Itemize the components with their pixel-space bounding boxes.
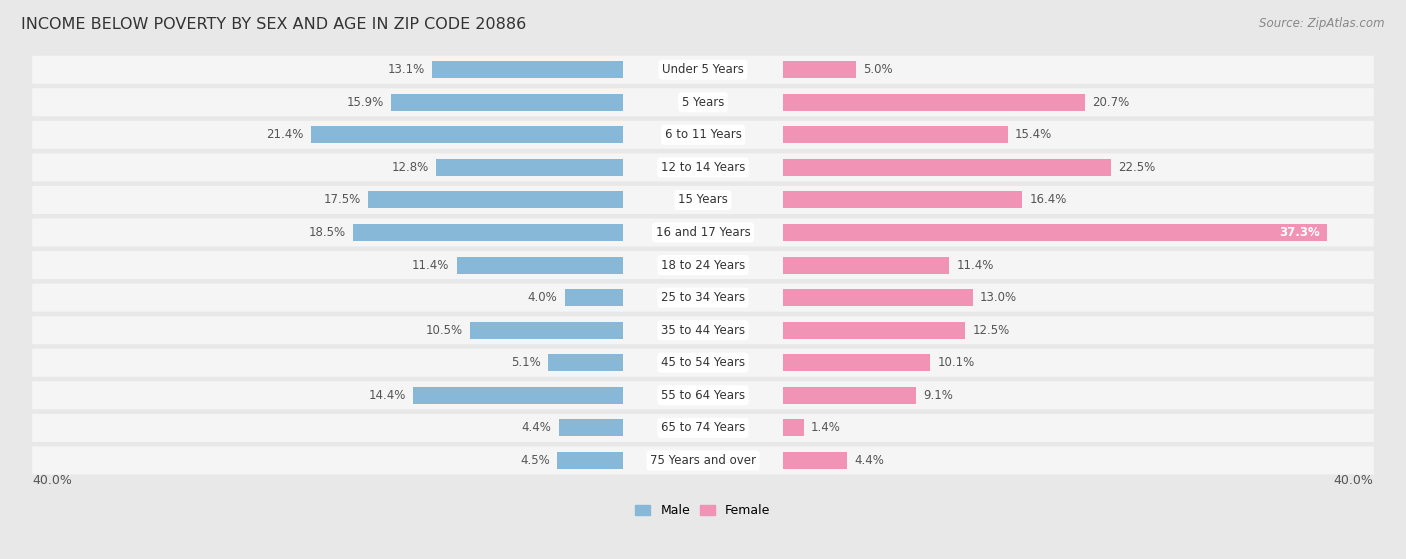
Text: 25 to 34 Years: 25 to 34 Years: [661, 291, 745, 304]
Bar: [783, 126, 1008, 143]
FancyBboxPatch shape: [32, 88, 1374, 116]
Text: 14.4%: 14.4%: [368, 389, 406, 402]
Text: 13.1%: 13.1%: [387, 63, 425, 76]
Text: 4.0%: 4.0%: [527, 291, 557, 304]
Text: 13.0%: 13.0%: [980, 291, 1017, 304]
Text: INCOME BELOW POVERTY BY SEX AND AGE IN ZIP CODE 20886: INCOME BELOW POVERTY BY SEX AND AGE IN Z…: [21, 17, 526, 32]
Text: 37.3%: 37.3%: [1279, 226, 1320, 239]
Text: 40.0%: 40.0%: [32, 474, 72, 487]
Text: 15 Years: 15 Years: [678, 193, 728, 206]
Text: 22.5%: 22.5%: [1118, 161, 1156, 174]
Text: Source: ZipAtlas.com: Source: ZipAtlas.com: [1260, 17, 1385, 30]
FancyBboxPatch shape: [32, 121, 1374, 149]
Text: 12 to 14 Years: 12 to 14 Years: [661, 161, 745, 174]
Bar: [557, 452, 623, 469]
Text: 5 Years: 5 Years: [682, 96, 724, 109]
FancyBboxPatch shape: [32, 251, 1374, 279]
Text: 5.1%: 5.1%: [512, 356, 541, 369]
Text: 18 to 24 Years: 18 to 24 Years: [661, 259, 745, 272]
FancyBboxPatch shape: [32, 447, 1374, 475]
Text: 10.1%: 10.1%: [938, 356, 974, 369]
FancyBboxPatch shape: [32, 414, 1374, 442]
Bar: [457, 257, 623, 273]
FancyBboxPatch shape: [32, 283, 1374, 311]
Text: 15.9%: 15.9%: [346, 96, 384, 109]
Text: 55 to 64 Years: 55 to 64 Years: [661, 389, 745, 402]
Text: 12.8%: 12.8%: [392, 161, 429, 174]
Bar: [783, 354, 931, 371]
Text: 16.4%: 16.4%: [1029, 193, 1067, 206]
Text: 45 to 54 Years: 45 to 54 Years: [661, 356, 745, 369]
Bar: [783, 159, 1111, 176]
Text: 12.5%: 12.5%: [973, 324, 1010, 337]
Bar: [783, 224, 1327, 241]
Bar: [353, 224, 623, 241]
FancyBboxPatch shape: [32, 186, 1374, 214]
Text: Under 5 Years: Under 5 Years: [662, 63, 744, 76]
FancyBboxPatch shape: [32, 219, 1374, 247]
Text: 16 and 17 Years: 16 and 17 Years: [655, 226, 751, 239]
Bar: [413, 387, 623, 404]
Bar: [311, 126, 623, 143]
Text: 10.5%: 10.5%: [426, 324, 463, 337]
Bar: [783, 289, 973, 306]
Bar: [436, 159, 623, 176]
Text: 17.5%: 17.5%: [323, 193, 360, 206]
Text: 35 to 44 Years: 35 to 44 Years: [661, 324, 745, 337]
Bar: [470, 322, 623, 339]
Text: 11.4%: 11.4%: [412, 259, 450, 272]
Bar: [783, 94, 1085, 111]
Text: 65 to 74 Years: 65 to 74 Years: [661, 421, 745, 434]
FancyBboxPatch shape: [32, 316, 1374, 344]
Bar: [783, 419, 804, 437]
Text: 5.0%: 5.0%: [863, 63, 893, 76]
Text: 15.4%: 15.4%: [1015, 129, 1052, 141]
Text: 9.1%: 9.1%: [924, 389, 953, 402]
Bar: [783, 387, 915, 404]
Text: 4.5%: 4.5%: [520, 454, 550, 467]
FancyBboxPatch shape: [32, 56, 1374, 84]
Text: 6 to 11 Years: 6 to 11 Years: [665, 129, 741, 141]
Bar: [432, 61, 623, 78]
FancyBboxPatch shape: [32, 349, 1374, 377]
Bar: [391, 94, 623, 111]
Legend: Male, Female: Male, Female: [630, 499, 776, 522]
Bar: [565, 289, 623, 306]
Bar: [783, 322, 966, 339]
Text: 4.4%: 4.4%: [522, 421, 551, 434]
Text: 1.4%: 1.4%: [811, 421, 841, 434]
Bar: [558, 419, 623, 437]
Text: 11.4%: 11.4%: [956, 259, 994, 272]
Bar: [783, 257, 949, 273]
Text: 40.0%: 40.0%: [1334, 474, 1374, 487]
Text: 18.5%: 18.5%: [309, 226, 346, 239]
Bar: [548, 354, 623, 371]
Text: 75 Years and over: 75 Years and over: [650, 454, 756, 467]
Bar: [783, 452, 848, 469]
Bar: [368, 192, 623, 209]
Text: 4.4%: 4.4%: [855, 454, 884, 467]
Bar: [783, 61, 856, 78]
FancyBboxPatch shape: [32, 381, 1374, 409]
Bar: [783, 192, 1022, 209]
Text: 21.4%: 21.4%: [266, 129, 304, 141]
Text: 20.7%: 20.7%: [1092, 96, 1129, 109]
FancyBboxPatch shape: [32, 153, 1374, 181]
